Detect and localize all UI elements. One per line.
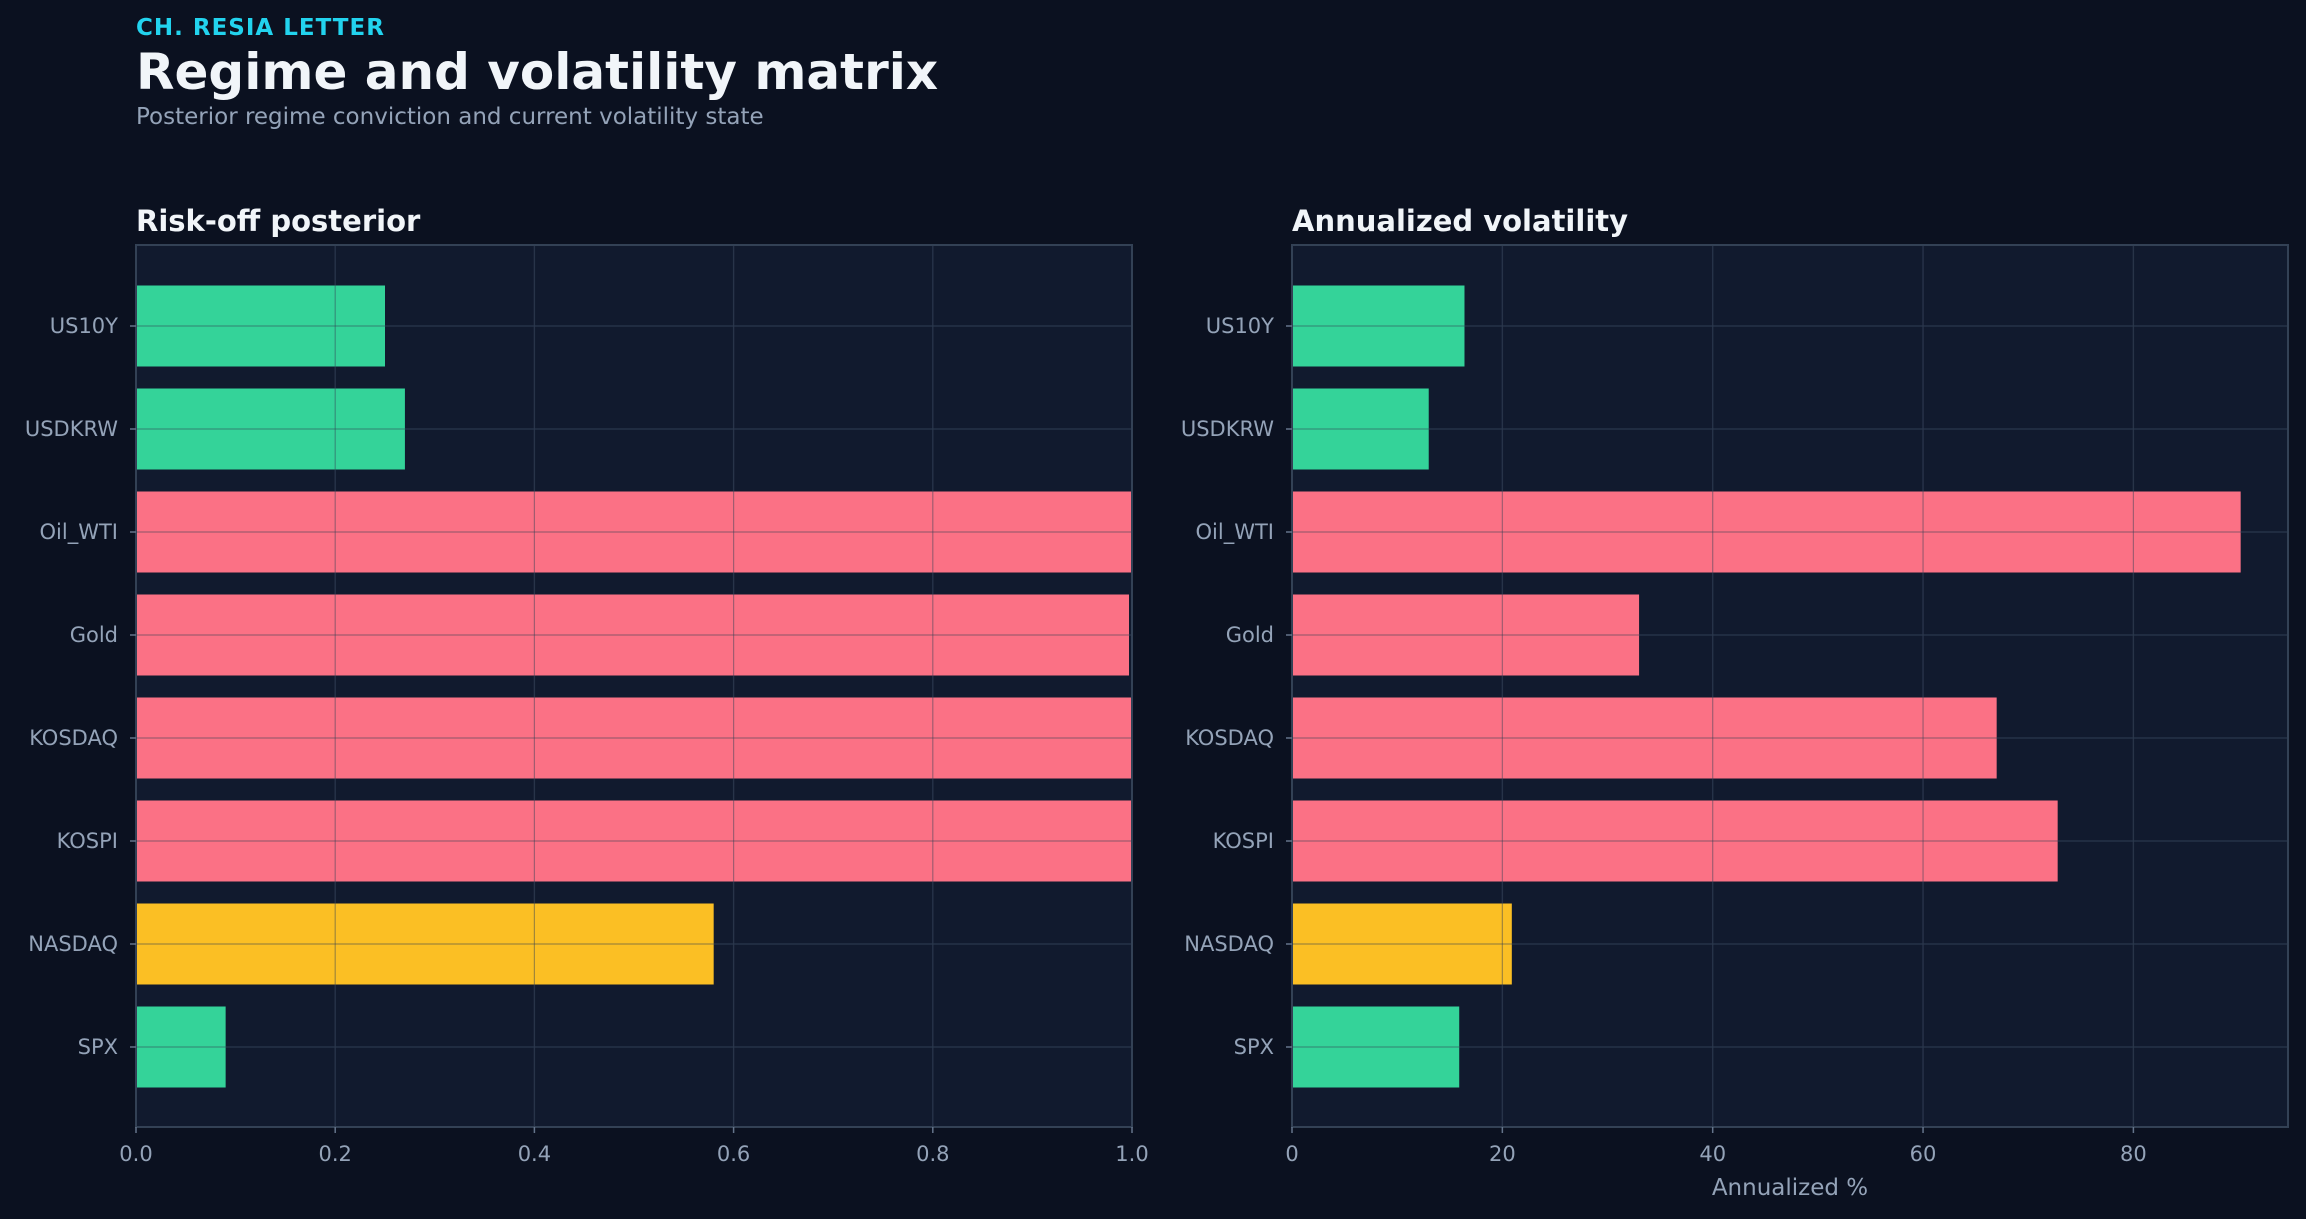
x-tick-label: 20 (1489, 1142, 1516, 1166)
x-tick-label: 0.4 (518, 1142, 551, 1166)
chart-panel-2: Annualized volatility US10Y USDKRW Oil_WTI G… (1181, 204, 2289, 1201)
bar-kosdaq (1292, 697, 1997, 779)
kicker: CH. RESIA LETTER (136, 15, 385, 41)
bar-usdkrw (1292, 388, 1429, 470)
bar-gold (136, 594, 1130, 676)
x-tick-label: 0.0 (119, 1142, 152, 1166)
chart-title: Risk-off posterior (136, 204, 421, 238)
y-tick-label: KOSDAQ (1185, 726, 1274, 750)
x-tick-label: 40 (1699, 1142, 1726, 1166)
y-tick-label: SPX (78, 1035, 118, 1059)
plot-area (1292, 245, 2288, 1127)
y-tick-label: NASDAQ (28, 932, 118, 956)
y-tick-label: KOSPI (1213, 829, 1274, 853)
page-title: Regime and volatility matrix (136, 43, 939, 101)
plot-frame (135, 244, 1133, 1128)
y-tick-label: Gold (70, 623, 118, 647)
x-tick-label: 0 (1285, 1142, 1298, 1166)
chart-title: Annualized volatility (1292, 204, 1628, 238)
bar-spx (136, 1006, 226, 1088)
x-axis-label: Annualized % (1712, 1175, 1868, 1201)
bar-kosdaq (136, 697, 1132, 779)
y-tick-label: SPX (1234, 1035, 1274, 1059)
x-tick-label: 80 (2120, 1142, 2147, 1166)
y-tick-label: Oil_WTI (40, 520, 118, 545)
bar-us10y (136, 285, 385, 367)
plot-frame (1291, 244, 2289, 1128)
y-tick-label: Gold (1226, 623, 1274, 647)
bar-usdkrw (136, 388, 405, 470)
y-tick-label: NASDAQ (1184, 932, 1274, 956)
page-subtitle: Posterior regime conviction and current … (136, 104, 764, 130)
x-tick-label: 0.2 (318, 1142, 351, 1166)
y-tick-label: US10Y (1206, 314, 1274, 338)
bar-oil-wti (1292, 491, 2241, 573)
bar-us10y (1292, 285, 1465, 367)
bar-spx (1292, 1006, 1460, 1088)
plot-area (136, 245, 1132, 1127)
chart-panel-1: Risk-off posterior US10Y USDKRW Oil_WTI Gold… (25, 204, 1149, 1166)
bar-nasdaq (1292, 903, 1512, 985)
y-tick-label: Oil_WTI (1196, 520, 1274, 545)
y-tick-label: US10Y (50, 314, 118, 338)
x-tick-label: 0.8 (916, 1142, 949, 1166)
y-tick-label: KOSPI (57, 829, 118, 853)
x-tick-label: 0.6 (717, 1142, 750, 1166)
bar-nasdaq (136, 903, 714, 985)
bar-oil-wti (136, 491, 1132, 573)
y-tick-label: USDKRW (25, 417, 118, 441)
y-tick-label: USDKRW (1181, 417, 1274, 441)
x-tick-label: 60 (1910, 1142, 1937, 1166)
bar-kospi (1292, 800, 2058, 882)
x-tick-label: 1.0 (1115, 1142, 1148, 1166)
header: CH. RESIA LETTER Regime and volatility m… (136, 14, 938, 131)
y-tick-label: KOSDAQ (29, 726, 118, 750)
bar-gold (1292, 594, 1640, 676)
bar-kospi (136, 800, 1132, 882)
